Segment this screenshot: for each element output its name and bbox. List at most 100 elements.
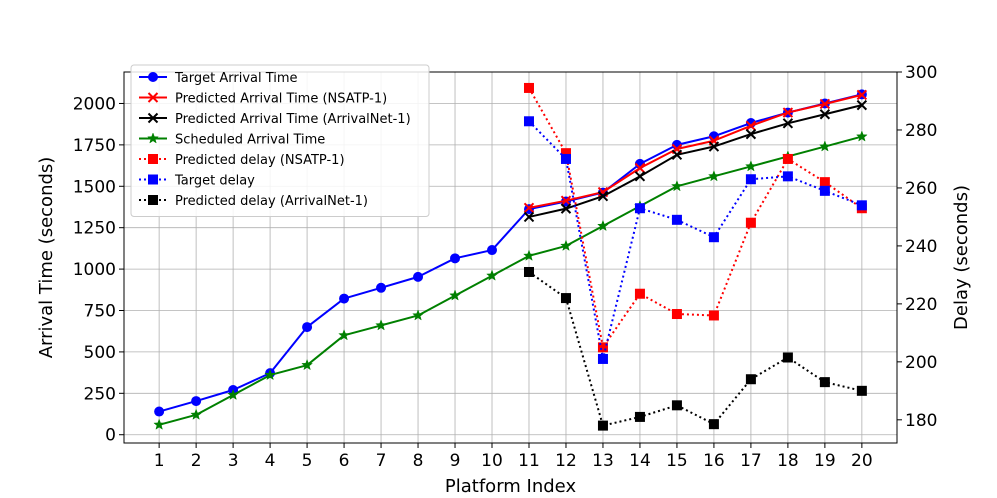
right-y-tick-label: 180 <box>905 411 937 431</box>
data-point <box>856 99 868 111</box>
left-y-tick-label: 1500 <box>73 177 116 197</box>
data-point <box>412 309 424 321</box>
series-target-delay <box>523 116 867 364</box>
x-tick-label: 17 <box>740 451 762 471</box>
data-point <box>560 239 572 251</box>
x-tick-label: 16 <box>703 451 725 471</box>
legend-marker <box>148 72 158 82</box>
data-point <box>634 411 645 422</box>
data-point <box>339 293 350 304</box>
data-point <box>560 203 572 214</box>
data-point <box>819 177 830 188</box>
data-point <box>708 170 720 182</box>
x-tick-label: 8 <box>413 451 424 471</box>
x-tick-label: 2 <box>191 451 202 471</box>
right-y-axis-title: Delay (seconds) <box>951 185 972 330</box>
x-tick-label: 10 <box>481 451 503 471</box>
data-point <box>375 319 387 331</box>
data-point <box>523 82 534 93</box>
x-tick-label: 18 <box>777 451 799 471</box>
legend-marker <box>148 154 158 164</box>
right-y-tick-label: 260 <box>905 179 937 199</box>
data-point <box>153 418 166 430</box>
legend-marker <box>148 195 158 205</box>
x-tick-label: 15 <box>666 451 688 471</box>
data-point <box>302 322 313 333</box>
data-point <box>449 289 461 301</box>
x-axis-title: Platform Index <box>445 476 577 497</box>
data-point <box>523 211 535 223</box>
data-point <box>745 120 757 132</box>
series-predicted-arrival-time-nsatp-1 <box>523 89 868 214</box>
series-line <box>528 271 863 427</box>
data-point <box>597 420 608 431</box>
series-layer <box>153 82 868 431</box>
series-predicted-delay-arrivalnet-1 <box>523 266 867 431</box>
data-point <box>745 217 756 228</box>
left-y-tick-label: 750 <box>84 302 116 322</box>
series-line <box>528 87 863 349</box>
data-point <box>634 203 645 214</box>
data-point <box>782 352 793 363</box>
data-point <box>671 214 682 225</box>
right-y-tick-label: 280 <box>905 121 937 141</box>
data-point <box>856 385 867 396</box>
x-tick-label: 1 <box>154 451 165 471</box>
data-point <box>708 232 719 243</box>
data-point <box>745 128 757 140</box>
data-point <box>486 269 498 281</box>
x-tick-label: 14 <box>629 451 651 471</box>
legend-label: Predicted delay (ArrivalNet-1) <box>175 194 368 209</box>
data-point <box>745 174 756 185</box>
data-point <box>708 310 719 321</box>
data-point <box>634 288 645 299</box>
right-y-tick-label: 240 <box>905 237 937 257</box>
legend-item: Predicted delay (ArrivalNet-1) <box>139 194 368 209</box>
data-point <box>190 408 203 420</box>
x-tick-label: 9 <box>450 451 461 471</box>
series-line <box>528 120 863 360</box>
data-point <box>745 374 756 385</box>
data-point <box>744 160 757 172</box>
right-y-tick-label: 220 <box>905 295 937 315</box>
data-point <box>227 388 240 401</box>
data-point <box>782 171 793 182</box>
x-tick-label: 4 <box>265 451 276 471</box>
data-point <box>597 353 608 364</box>
data-point <box>819 98 831 110</box>
x-tick-label: 11 <box>518 451 540 471</box>
data-point <box>634 162 646 174</box>
data-point <box>634 171 646 182</box>
right-y-tick-label: 200 <box>905 353 937 373</box>
data-point <box>671 400 682 411</box>
x-tick-label: 3 <box>228 451 239 471</box>
data-point <box>523 249 535 261</box>
legend-marker <box>147 92 159 103</box>
left-y-tick-label: 1250 <box>73 219 116 239</box>
data-point <box>560 195 572 206</box>
data-point <box>671 149 683 161</box>
x-tick-label: 19 <box>814 451 836 471</box>
series-scheduled-arrival-time <box>153 130 868 430</box>
data-point <box>413 271 424 282</box>
data-point <box>818 140 831 152</box>
legend-item: Target delay <box>139 174 255 189</box>
series-predicted-arrival-time-arrivalnet-1 <box>523 99 868 223</box>
right-y-tick-label: 300 <box>905 63 937 83</box>
data-point <box>819 185 830 196</box>
legend-box <box>130 64 430 217</box>
series-line <box>158 93 863 413</box>
data-point <box>597 342 608 353</box>
data-point <box>487 245 498 256</box>
x-tick-label: 13 <box>592 451 614 471</box>
data-point <box>708 419 719 430</box>
legend-item: Predicted Arrival Time (NSATP-1) <box>139 92 387 107</box>
data-point <box>301 358 313 371</box>
data-point <box>597 191 609 202</box>
series-line <box>528 104 863 218</box>
data-point <box>191 396 202 407</box>
data-point <box>154 406 165 417</box>
data-point <box>523 116 534 127</box>
legend-item: Predicted delay (NSATP-1) <box>139 153 345 168</box>
